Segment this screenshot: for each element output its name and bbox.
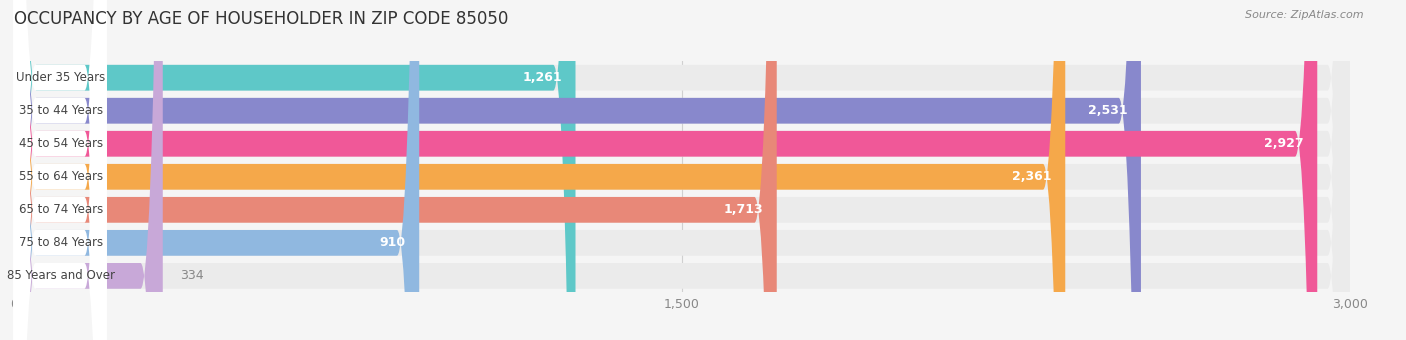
FancyBboxPatch shape [13, 0, 107, 340]
FancyBboxPatch shape [13, 0, 107, 340]
Text: 334: 334 [180, 269, 204, 283]
Text: 55 to 64 Years: 55 to 64 Years [18, 170, 103, 183]
Text: 2,361: 2,361 [1012, 170, 1052, 183]
FancyBboxPatch shape [14, 0, 1350, 340]
FancyBboxPatch shape [14, 0, 163, 340]
Text: 35 to 44 Years: 35 to 44 Years [18, 104, 103, 117]
Text: 75 to 84 Years: 75 to 84 Years [18, 236, 103, 249]
Text: Source: ZipAtlas.com: Source: ZipAtlas.com [1246, 10, 1364, 20]
Text: 1,713: 1,713 [724, 203, 763, 216]
Text: 65 to 74 Years: 65 to 74 Years [18, 203, 103, 216]
Text: 1,261: 1,261 [523, 71, 562, 84]
FancyBboxPatch shape [14, 0, 1350, 340]
Text: OCCUPANCY BY AGE OF HOUSEHOLDER IN ZIP CODE 85050: OCCUPANCY BY AGE OF HOUSEHOLDER IN ZIP C… [14, 10, 509, 28]
FancyBboxPatch shape [13, 0, 107, 340]
FancyBboxPatch shape [14, 0, 575, 340]
Text: 910: 910 [380, 236, 406, 249]
FancyBboxPatch shape [14, 0, 1317, 340]
FancyBboxPatch shape [14, 0, 776, 340]
FancyBboxPatch shape [13, 0, 107, 340]
FancyBboxPatch shape [14, 0, 1350, 340]
FancyBboxPatch shape [14, 0, 1350, 340]
Text: 2,927: 2,927 [1264, 137, 1303, 150]
FancyBboxPatch shape [14, 0, 1066, 340]
FancyBboxPatch shape [14, 0, 1140, 340]
FancyBboxPatch shape [13, 0, 107, 340]
Text: Under 35 Years: Under 35 Years [17, 71, 105, 84]
Text: 2,531: 2,531 [1088, 104, 1128, 117]
FancyBboxPatch shape [14, 0, 1350, 340]
FancyBboxPatch shape [13, 0, 107, 340]
FancyBboxPatch shape [14, 0, 1350, 340]
FancyBboxPatch shape [14, 0, 1350, 340]
FancyBboxPatch shape [14, 0, 419, 340]
FancyBboxPatch shape [13, 0, 107, 340]
Text: 45 to 54 Years: 45 to 54 Years [18, 137, 103, 150]
Text: 85 Years and Over: 85 Years and Over [7, 269, 115, 283]
